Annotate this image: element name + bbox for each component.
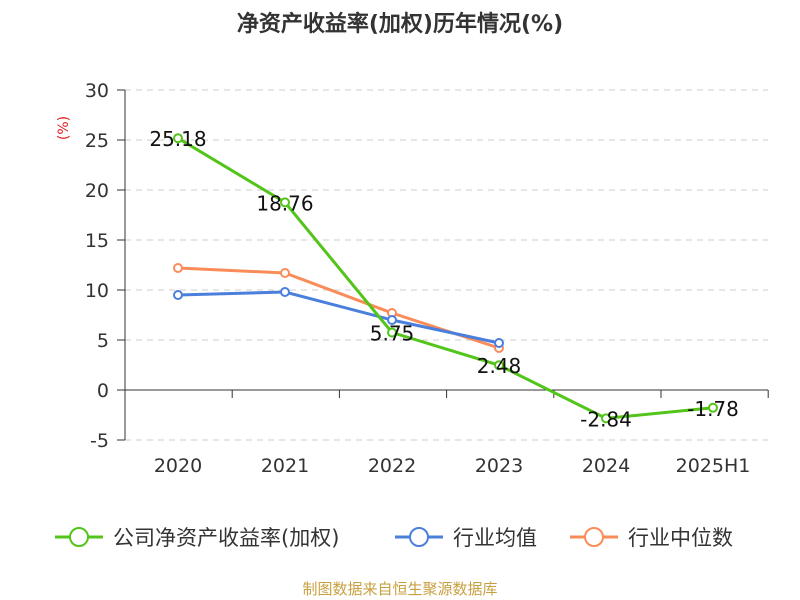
y-tick-label: 0: [97, 380, 109, 402]
data-point: [280, 268, 290, 278]
legend-label: 行业均值: [453, 526, 537, 550]
y-tick-label: 15: [85, 230, 109, 252]
legend-label: 公司净资产收益率(加权): [113, 526, 339, 550]
y-tick-label: 25: [85, 130, 109, 152]
data-label: -2.84: [580, 407, 632, 431]
x-tick-label: 2020: [154, 455, 202, 477]
data-label: 18.76: [256, 191, 313, 215]
x-tick-label: 2022: [368, 455, 416, 477]
y-tick-label: -5: [90, 430, 109, 452]
data-point: [708, 402, 718, 413]
data-point: [173, 290, 183, 300]
series-line-0: [177, 136, 714, 420]
chart-title: 净资产收益率(加权)历年情况(%): [236, 12, 564, 37]
data-point: [173, 263, 183, 273]
data-label: 5.75: [370, 322, 415, 346]
y-tick-label: 5: [97, 330, 109, 352]
data-label: 2.48: [477, 354, 522, 378]
y-tick-label: 20: [85, 180, 109, 202]
data-label: 25.18: [149, 127, 206, 151]
y-tick-label: 10: [85, 280, 109, 302]
data-point: [387, 315, 397, 325]
legend-marker: [584, 527, 604, 547]
data-point: [387, 327, 397, 338]
data-point: [494, 338, 504, 348]
data-point: [601, 413, 611, 424]
legend-marker: [69, 527, 89, 547]
data-point: [494, 360, 504, 371]
data-label: -1.78: [687, 397, 739, 421]
x-tick-label: 2021: [261, 455, 309, 477]
legend-label: 行业中位数: [628, 526, 733, 550]
y-tick-label: 30: [85, 80, 109, 102]
x-tick-label: 2025H1: [676, 455, 751, 477]
data-point: [280, 287, 290, 297]
series-line-1: [177, 290, 500, 345]
x-tick-label: 2023: [475, 455, 523, 477]
source-note: 制图数据来自恒生聚源数据库: [302, 580, 498, 598]
data-point: [280, 197, 290, 208]
x-tick-label: 2024: [582, 455, 630, 477]
data-point: [173, 133, 183, 144]
y-axis-label: (%): [56, 116, 72, 140]
series-line-2: [177, 266, 500, 350]
legend-marker: [409, 527, 429, 547]
